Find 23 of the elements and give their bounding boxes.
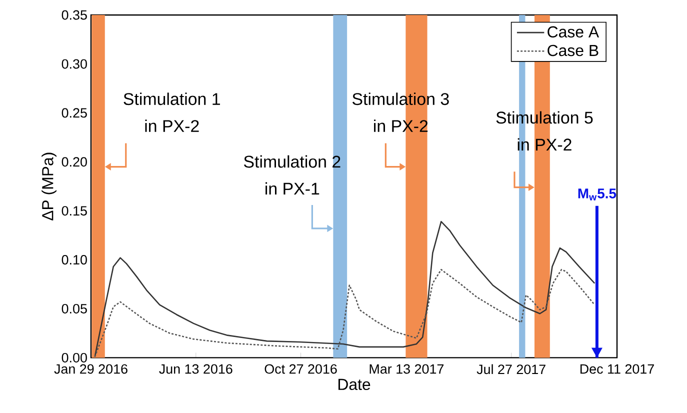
y-tick-label: 0.25 <box>62 108 87 118</box>
y-axis-title: ΔP (MPa) <box>42 152 56 220</box>
y-tick-label: 0.00 <box>62 352 87 362</box>
x-tick-label: Dec 11 2017 <box>580 364 654 374</box>
y-tick-label: 0.05 <box>62 304 87 314</box>
line-series <box>94 268 596 358</box>
band-label: Stimulation 2 in PX-1 <box>244 155 340 195</box>
line-series <box>94 220 596 358</box>
legend-label: Case A <box>548 26 600 38</box>
y-tick-label: 0.10 <box>62 255 87 265</box>
legend-label: Case B <box>548 44 598 56</box>
x-tick-label: Jul 27 2017 <box>476 364 546 374</box>
y-tick-label: 0.30 <box>62 59 87 69</box>
x-tick-label: Jun 13 2016 <box>159 364 232 374</box>
y-tick-label: 0.20 <box>62 157 87 167</box>
y-tick-label: 0.35 <box>62 10 87 20</box>
ref-line-label: M$_{w}$5.5 <box>578 188 616 200</box>
band-label: Stimulation 1 in PX-2 <box>124 92 220 132</box>
x-axis-title: Date <box>338 378 370 390</box>
y-tick-label: 0.15 <box>62 206 87 216</box>
x-tick-label: Jan 29 2016 <box>54 364 128 374</box>
x-tick-label: Mar 13 2017 <box>370 364 444 374</box>
x-tick-label: Oct 27 2016 <box>264 364 337 374</box>
